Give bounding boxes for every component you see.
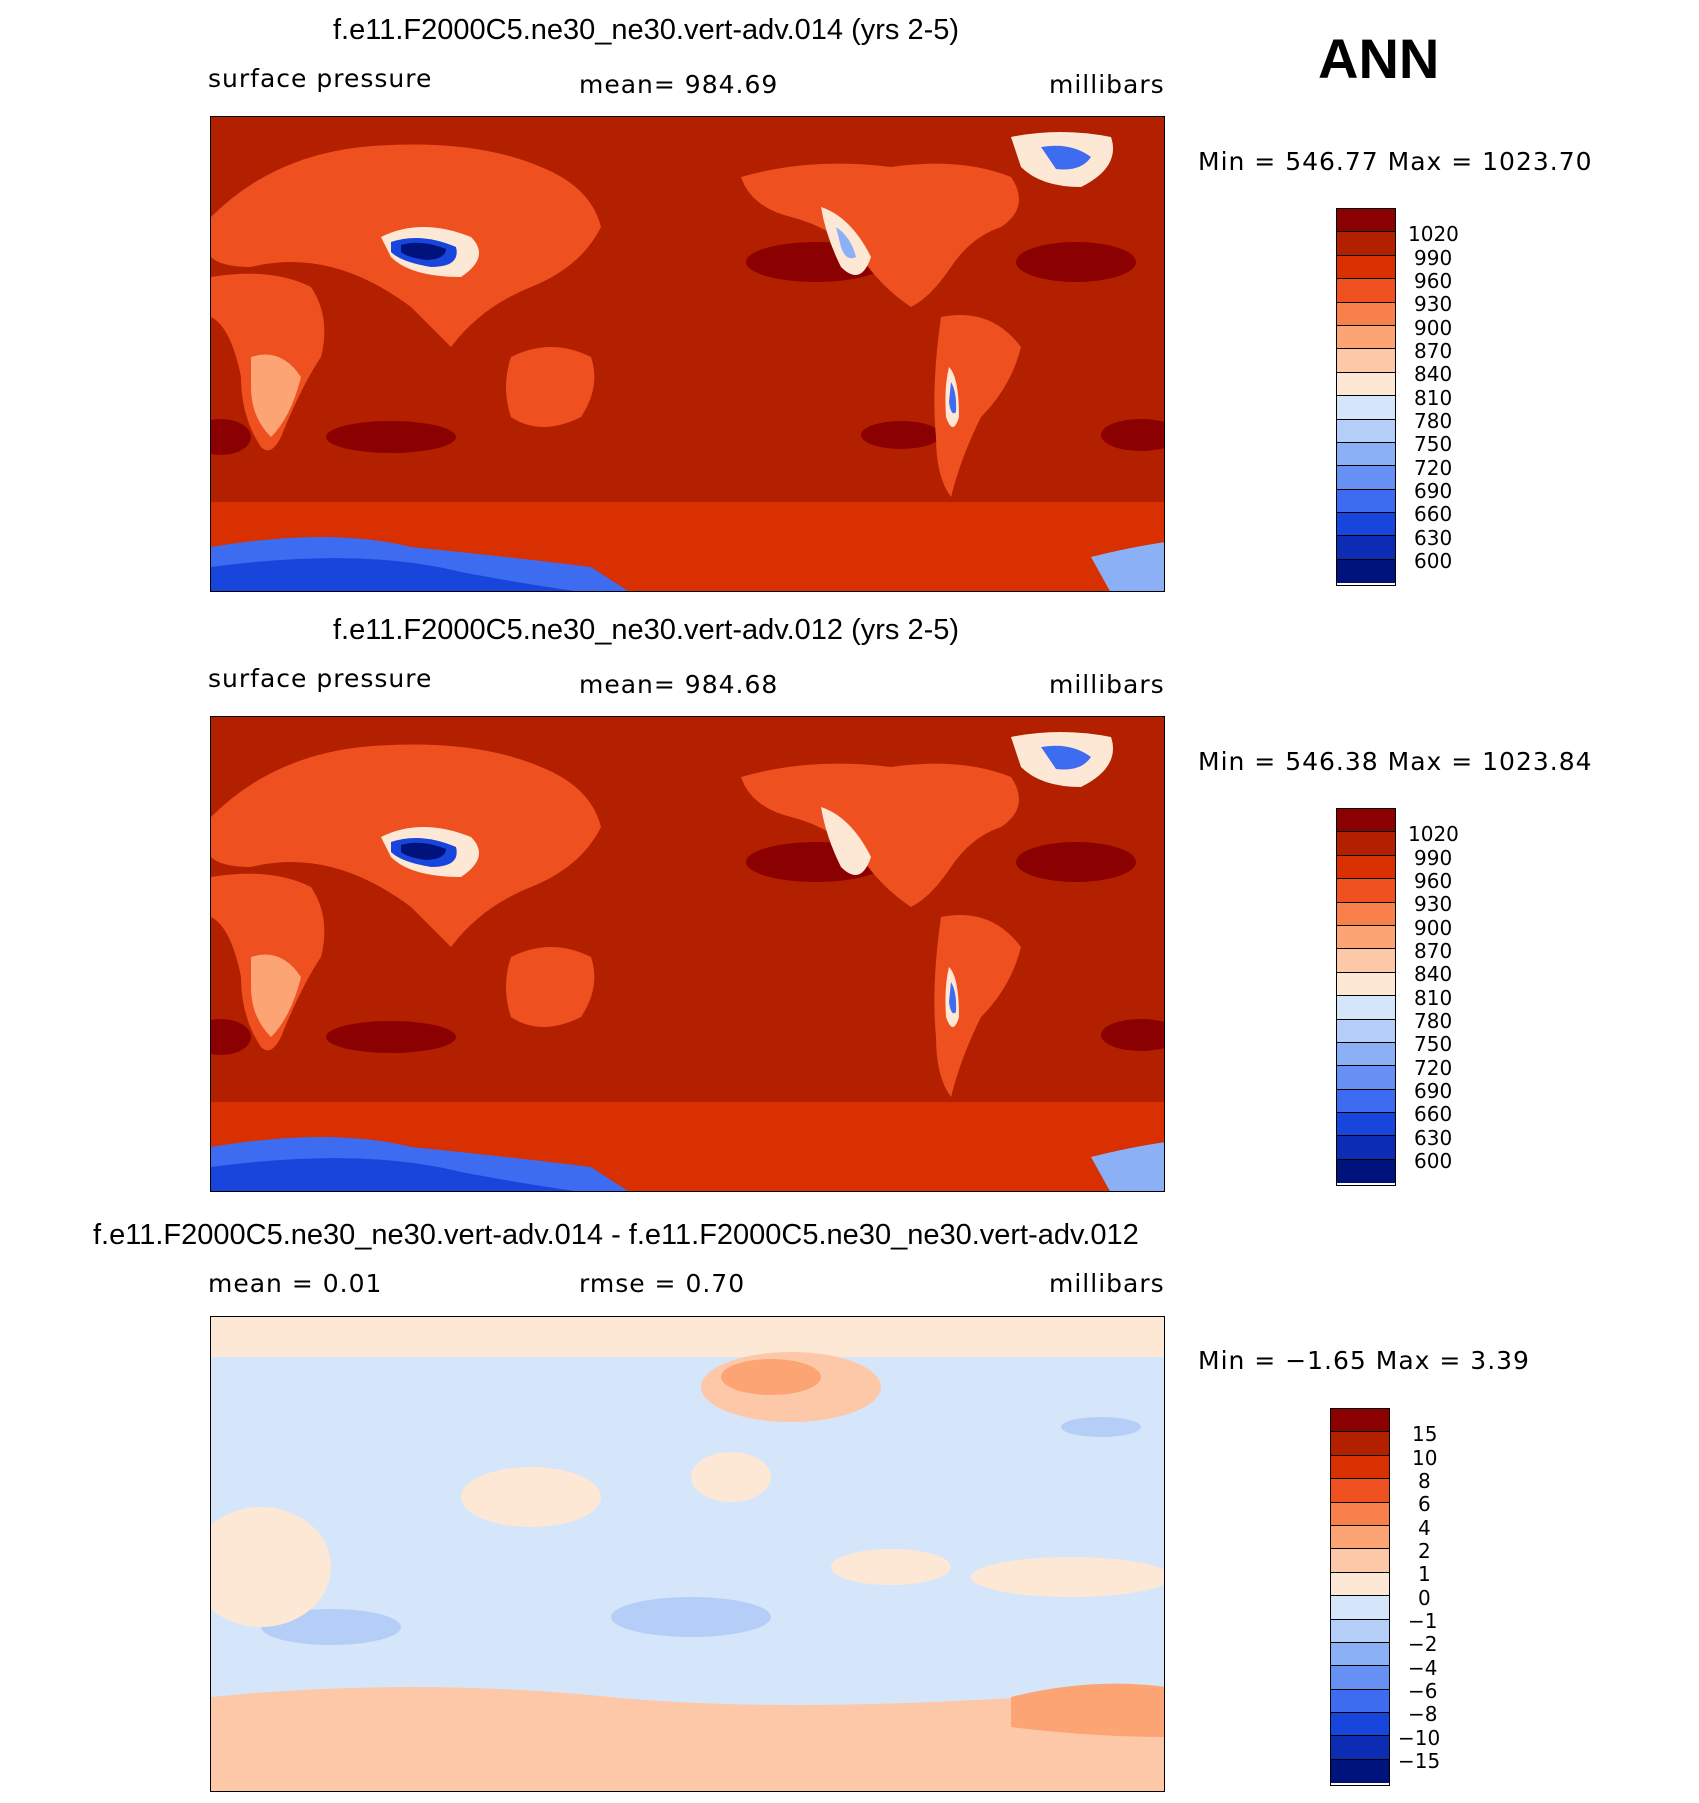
- panel3-cb-label: −1: [1408, 1609, 1438, 1633]
- panel2-cb-label: 600: [1414, 1149, 1453, 1173]
- panel1-cb-label: 900: [1414, 316, 1453, 340]
- panel3-minmax: Min = −1.65 Max = 3.39: [1198, 1346, 1530, 1375]
- panel1-cb-label: 870: [1414, 339, 1453, 363]
- panel2-cb-label: 630: [1414, 1126, 1453, 1150]
- panel3-cb-label: −15: [1398, 1749, 1441, 1773]
- panel2-cb-label: 750: [1414, 1032, 1453, 1056]
- panel1-cb-label: 930: [1414, 292, 1453, 316]
- panel2-title: f.e11.F2000C5.ne30_ne30.vert-adv.012 (yr…: [333, 614, 960, 646]
- panel3-mean-label: mean = 0.01: [208, 1269, 383, 1298]
- panel3-cb-label: −6: [1408, 1679, 1438, 1703]
- panel1-cb-label: 600: [1414, 549, 1453, 573]
- panel1-cb-label: 690: [1414, 479, 1453, 503]
- panel2-cb-label: 1020: [1408, 822, 1459, 846]
- panel2-colorbar: [1336, 808, 1396, 1186]
- panel2-cb-label: 930: [1414, 892, 1453, 916]
- panel2-cb-label: 720: [1414, 1056, 1453, 1080]
- panel3-title: f.e11.F2000C5.ne30_ne30.vert-adv.014 - f…: [93, 1219, 1139, 1251]
- panel1-mean-label: mean= 984.69: [579, 70, 779, 99]
- panel3-cb-label: 15: [1412, 1422, 1438, 1446]
- panel3-cb-label: 4: [1418, 1516, 1431, 1540]
- panel3-map: [210, 1316, 1165, 1792]
- panel2-units-label: millibars: [1049, 670, 1165, 699]
- panel1-cb-label: 840: [1414, 362, 1453, 386]
- panel1-cb-label: 720: [1414, 456, 1453, 480]
- panel3-cb-label: 8: [1418, 1469, 1431, 1493]
- panel3-cb-label: 1: [1418, 1562, 1431, 1586]
- panel2-cb-label: 900: [1414, 916, 1453, 940]
- panel1-title: f.e11.F2000C5.ne30_ne30.vert-adv.014 (yr…: [333, 14, 960, 46]
- panel2-minmax: Min = 546.38 Max = 1023.84: [1198, 747, 1593, 776]
- panel2-variable-label: surface pressure: [208, 664, 433, 693]
- panel3-colorbar: [1330, 1408, 1390, 1786]
- panel2-map: [210, 716, 1165, 1192]
- panel2-cb-label: 840: [1414, 962, 1453, 986]
- panel2-cb-label: 690: [1414, 1079, 1453, 1103]
- panel3-cb-label: 6: [1418, 1492, 1431, 1516]
- panel3-cb-label: 2: [1418, 1539, 1431, 1563]
- panel2-cb-label: 990: [1414, 846, 1453, 870]
- panel1-cb-label: 990: [1414, 246, 1453, 270]
- panel3-cb-label: −10: [1398, 1726, 1441, 1750]
- panel2-cb-label: 810: [1414, 986, 1453, 1010]
- panel2-mean-label: mean= 984.68: [579, 670, 779, 699]
- panel1-units-label: millibars: [1049, 70, 1165, 99]
- panel3-cb-label: −8: [1408, 1702, 1438, 1726]
- panel3-cb-label: 0: [1418, 1586, 1431, 1610]
- panel1-cb-label: 960: [1414, 269, 1453, 293]
- panel3-cb-label: 10: [1412, 1446, 1438, 1470]
- panel1-variable-label: surface pressure: [208, 64, 433, 93]
- panel1-minmax: Min = 546.77 Max = 1023.70: [1198, 147, 1593, 176]
- panel1-cb-label: 630: [1414, 526, 1453, 550]
- panel2-cb-label: 660: [1414, 1102, 1453, 1126]
- panel1-cb-label: 810: [1414, 386, 1453, 410]
- panel1-cb-label: 750: [1414, 432, 1453, 456]
- panel3-cb-label: −4: [1408, 1656, 1438, 1680]
- panel2-cb-label: 870: [1414, 939, 1453, 963]
- panel2-cb-label: 780: [1414, 1009, 1453, 1033]
- panel1-cb-label: 1020: [1408, 222, 1459, 246]
- panel1-colorbar: [1336, 208, 1396, 586]
- panel1-cb-label: 660: [1414, 502, 1453, 526]
- panel2-cb-label: 960: [1414, 869, 1453, 893]
- panel3-units-label: millibars: [1049, 1269, 1165, 1298]
- panel3-cb-label: −2: [1408, 1632, 1438, 1656]
- panel1-map: [210, 116, 1165, 592]
- panel1-cb-label: 780: [1414, 409, 1453, 433]
- panel3-rmse-label: rmse = 0.70: [579, 1269, 746, 1298]
- season-label: ANN: [1318, 27, 1440, 90]
